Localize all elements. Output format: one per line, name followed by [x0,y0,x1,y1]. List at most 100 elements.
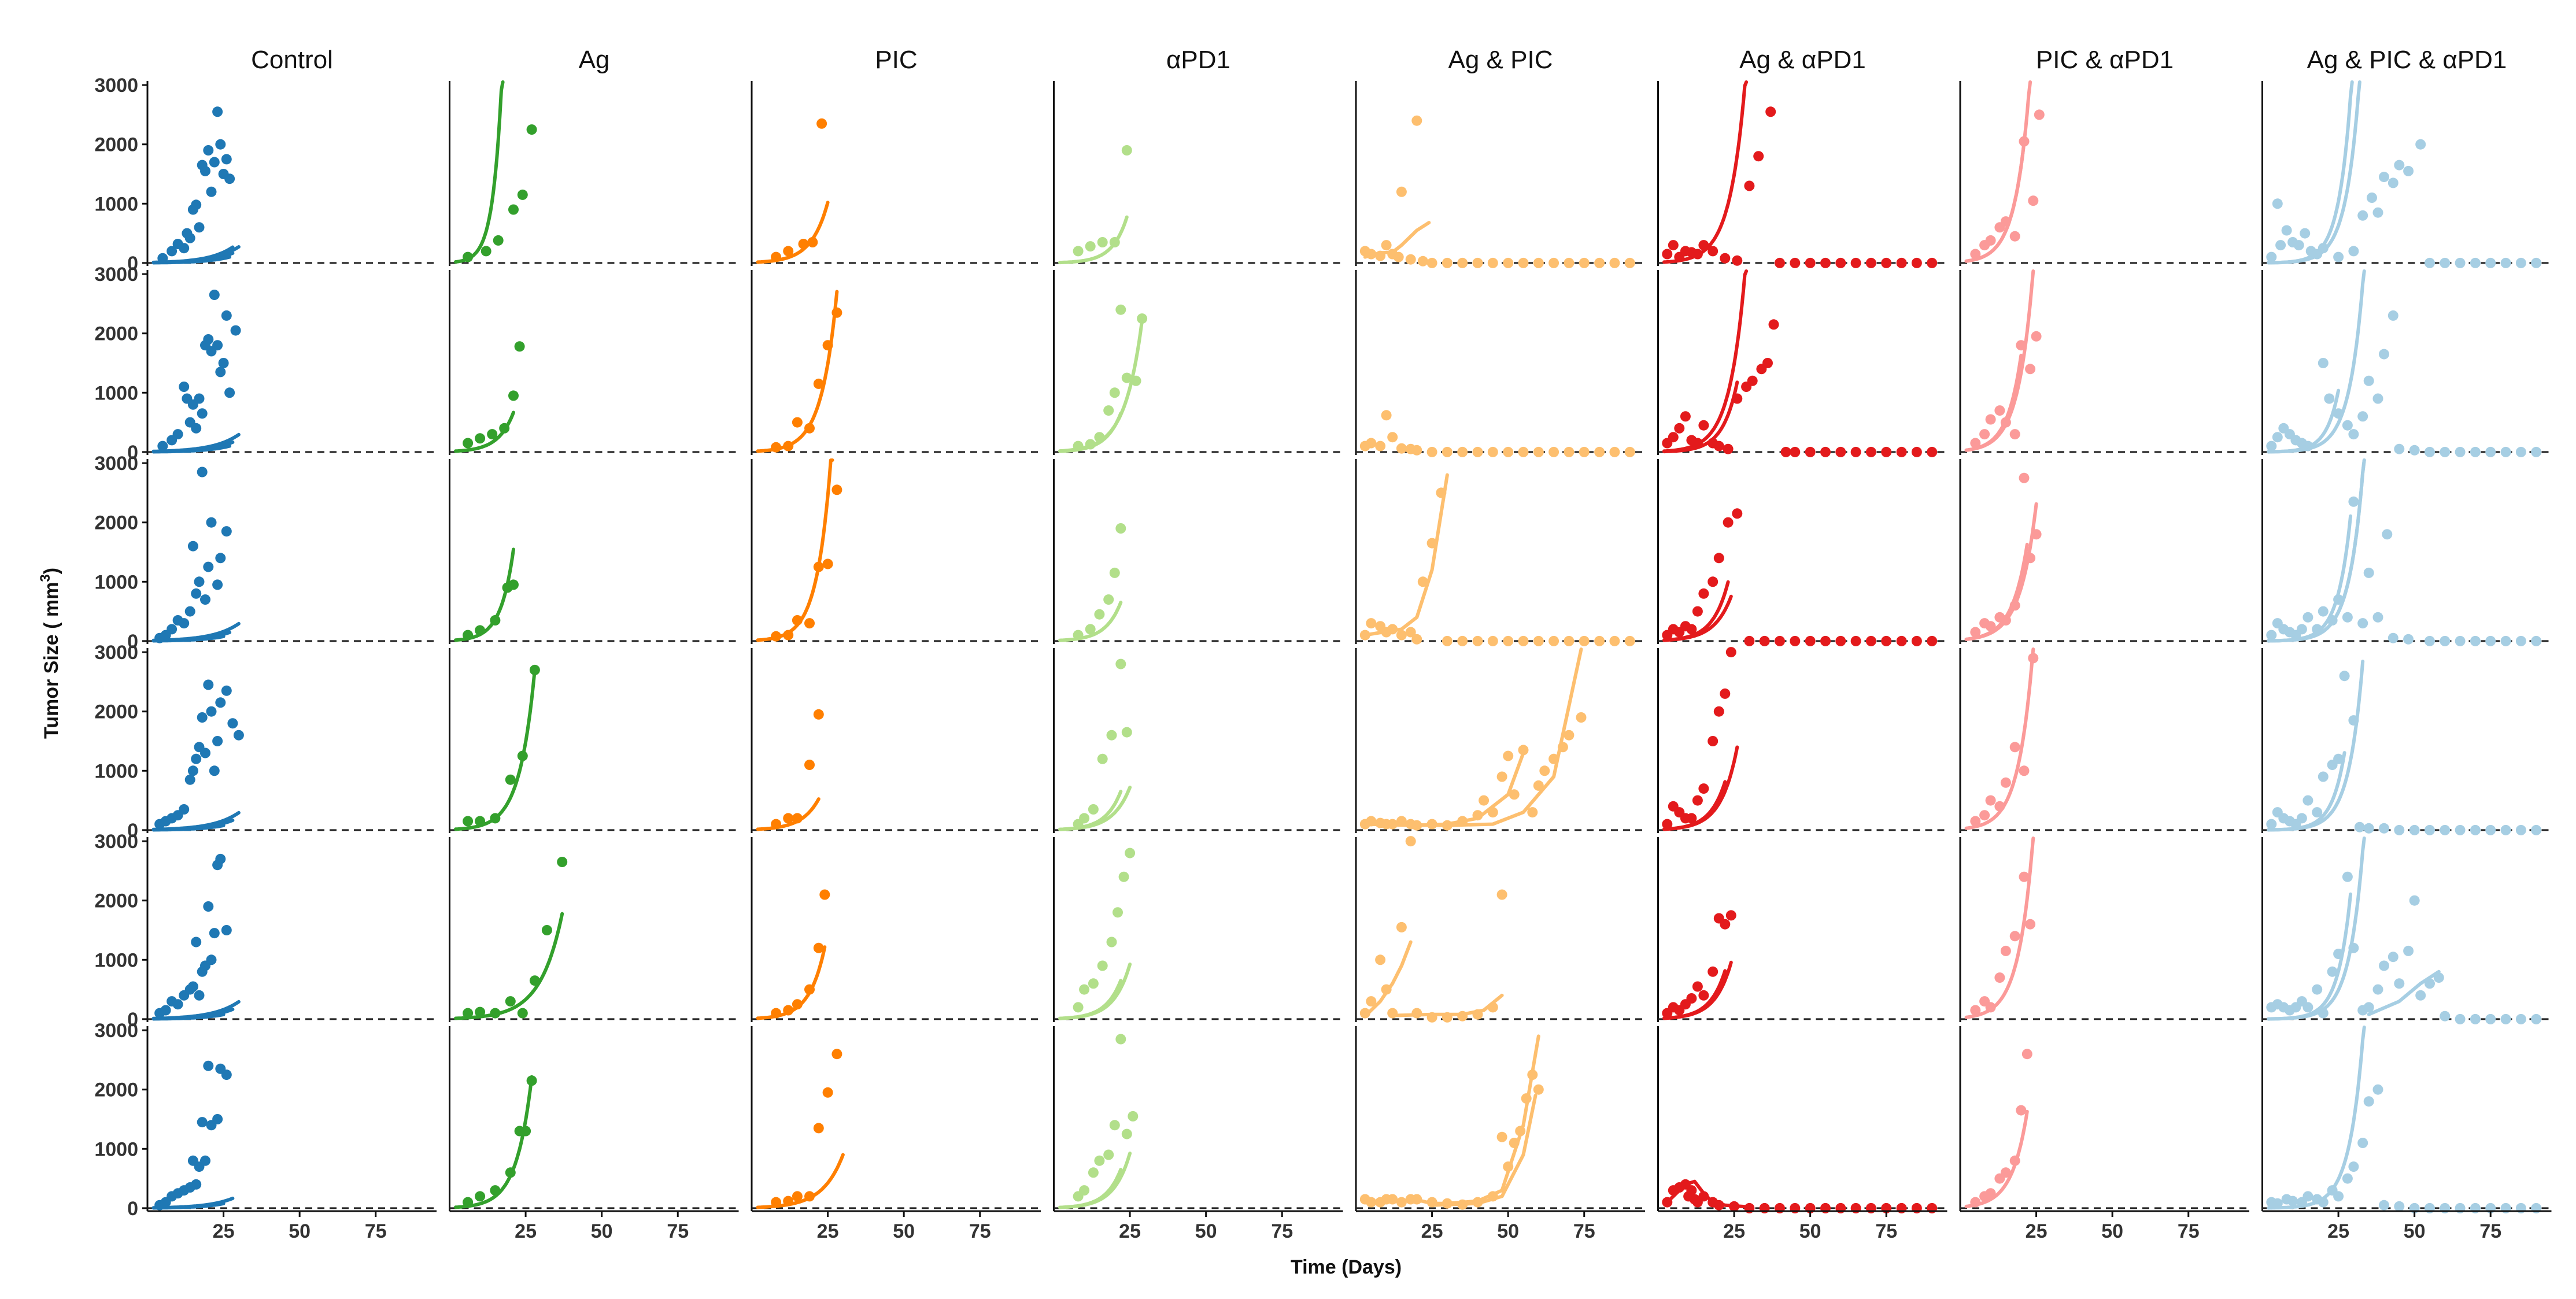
data-point [2515,446,2526,457]
data-point [2342,1173,2353,1184]
facet-label-1: Ag [579,46,610,74]
data-point [2515,1013,2526,1024]
fitted-curve-1 [756,458,834,642]
data-point [1396,921,1407,932]
fitted-curve-3 [2267,458,2366,643]
fitted-curve-2 [1662,960,1733,1020]
data-point [1130,375,1141,386]
data-point [200,1155,210,1166]
data-point [1668,240,1679,251]
panel-r1-c3 [751,81,1041,266]
facet-column-labels: Control Ag PIC αPD1 Ag & PIC Ag & αPD1 PIC & α… [251,46,2507,74]
data-point [2333,753,2344,764]
fitted-curve-3 [2367,969,2441,1016]
x-axis-title: Time (Days) [1291,1256,1402,1278]
data-point [187,765,198,776]
data-point [1109,567,1120,578]
fitted-curve-2 [1964,269,2035,452]
data-point [215,853,226,864]
data-point [2312,984,2323,995]
data-point [1533,446,1544,457]
data-point [2440,635,2451,646]
data-point [1103,1149,1114,1160]
data-point [2348,942,2359,953]
panel-r6-c5 [1355,1026,1645,1211]
data-point [2293,240,2304,251]
data-point [2531,446,2542,457]
data-point [2031,331,2042,342]
data-point [2470,446,2481,457]
data-point [1698,1191,1709,1202]
data-point [2531,635,2542,646]
data-point [206,186,217,197]
fitted-curve-2 [2267,837,2366,1021]
y-tick-label: 1000 [94,382,138,404]
data-point [1753,151,1764,162]
data-point [1692,795,1703,806]
data-point [2272,198,2283,209]
y-tick-label: 3000 [94,831,138,853]
data-point [813,709,824,720]
data-point [1387,624,1398,635]
facet-label-5: Ag & αPD1 [1739,46,1866,74]
data-point [2433,972,2444,983]
data-point [194,393,205,404]
data-point [2009,1155,2020,1166]
data-point [1472,1197,1483,1208]
data-point [197,1117,208,1128]
data-point [2470,257,2481,268]
data-point [1128,1111,1139,1122]
data-point [1680,411,1691,422]
panel-r2-c5 [1355,270,1645,457]
data-point [200,747,210,758]
data-point [2021,1049,2032,1060]
data-point [475,625,486,636]
panel-r1-c7 [1959,80,2249,266]
data-point [1594,257,1605,268]
facet-label-6: PIC & αPD1 [2036,46,2174,74]
data-point [1713,706,1724,717]
data-point [505,996,516,1007]
data-point [1442,820,1453,831]
data-point [2000,417,2011,428]
data-point [1713,1200,1724,1211]
data-point [2028,195,2039,206]
data-point [2009,429,2020,440]
data-point [1708,246,1718,257]
data-point [1375,954,1386,965]
data-point [1747,375,1758,386]
data-point [783,813,794,824]
data-point [1487,635,1498,646]
data-point [1725,910,1736,921]
data-point [1411,115,1422,126]
data-point [517,1008,528,1019]
data-point [1088,1167,1099,1178]
data-point [1911,446,1922,457]
data-point [1366,816,1377,827]
x-tick-label: 25 [515,1220,537,1242]
data-point [194,990,205,1001]
data-point [2318,1197,2329,1208]
data-point [1970,1005,1981,1016]
data-point [526,1075,537,1086]
data-point [1121,1128,1132,1139]
data-point [1609,635,1620,646]
data-point [1850,635,1861,646]
data-point [1375,441,1386,451]
data-point [1396,630,1407,641]
data-point [490,1008,501,1019]
data-point [1496,889,1507,900]
data-point [1426,538,1437,549]
data-point [221,526,232,537]
panel-r1-c4 [1053,81,1343,266]
data-point [463,816,474,827]
data-point [1109,387,1120,398]
data-point [2025,364,2036,375]
data-point [1405,627,1416,638]
data-point [2000,945,2011,956]
data-point [2357,210,2368,221]
data-point [1381,240,1392,251]
panel-r5-c5 [1355,836,1645,1023]
data-point [212,736,223,746]
data-point [184,606,195,617]
